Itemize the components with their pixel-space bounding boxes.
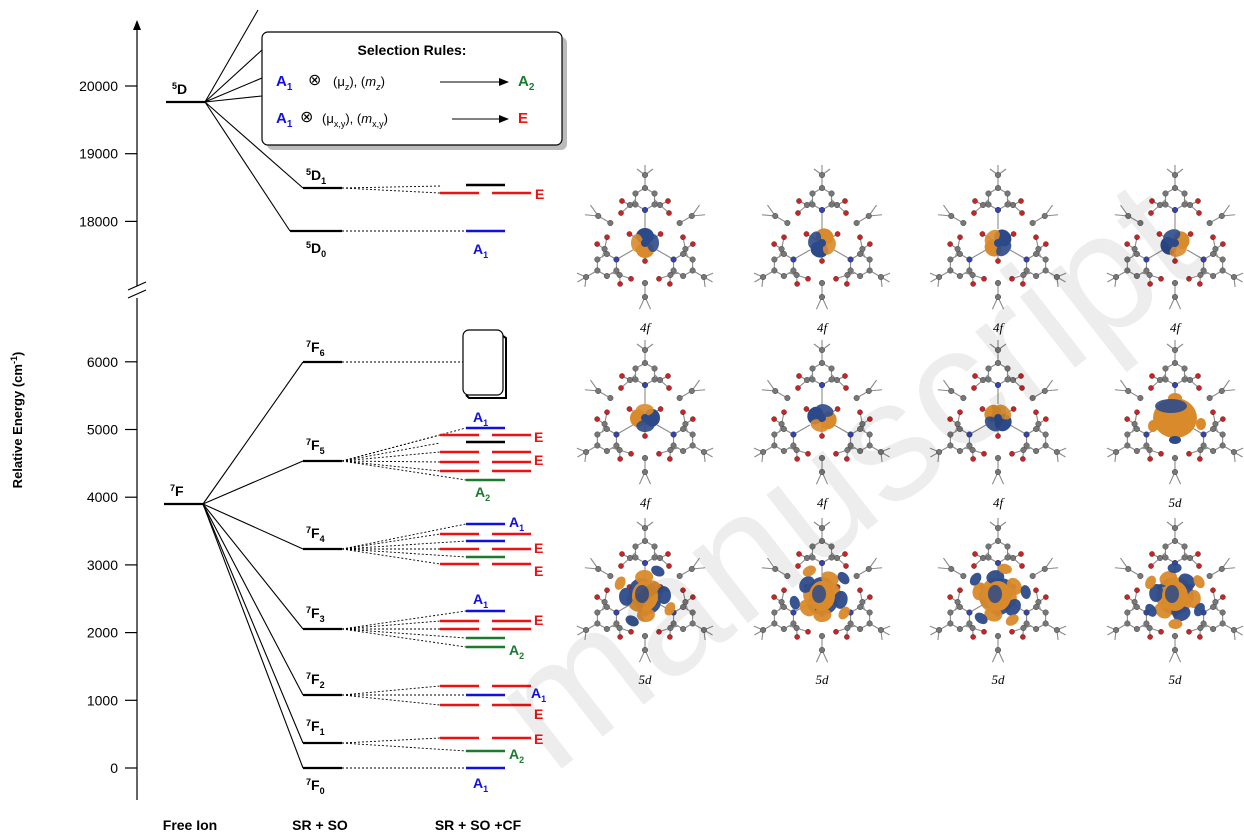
axis-break-mark [127,289,147,299]
sym-label-a1: A1 [509,514,524,533]
orbital-panel: 4f [753,165,891,335]
cf-dotted-connectors [341,185,467,769]
free-ion-connectors [202,9,304,769]
orbital-label: 5d [816,672,830,687]
orbital-label: 5d [1169,672,1183,687]
sym-label-e: E [534,563,543,579]
y-axis: 20000 19000 18000 6000 5000 4000 3000 2000 1000 0 [79,20,147,800]
y-tick-label: 4000 [87,489,118,505]
f6-manifold-box [462,329,504,396]
y-tick-label: 0 [110,760,118,776]
orbital-panel: 4f [929,340,1067,510]
sym-label-a1: A1 [473,591,488,610]
column-label-sr-so-cf: SR + SO +CF [435,817,522,833]
y-tick-label: 6000 [87,354,118,370]
orbital-panel: 5d [576,518,714,687]
level-label-7F3: 7F3 [306,605,325,624]
selection-rules-title: Selection Rules: [358,42,467,58]
rule-operators: (μx,y), (mx,y) [322,111,388,129]
level-label-7F2: 7F2 [306,671,325,690]
y-tick-label: 5000 [87,422,118,438]
orbital-panel: 5d [929,518,1067,687]
y-tick-label: 20000 [79,78,118,94]
orbital-label: 4f [817,320,830,335]
rule-otimes: ⊗ [308,72,321,89]
column-label-sr-so: SR + SO [292,817,348,833]
level-label-5D0: 5D0 [306,240,326,259]
orbital-label: 5d [992,672,1006,687]
sym-label-a2: A2 [509,746,524,765]
orbital-panel: 5d [1106,340,1244,510]
sym-label-e: E [534,612,543,628]
level-label-5D1: 5D1 [306,167,326,186]
sym-label-a2: A2 [475,484,490,503]
axis-break-mark [127,281,147,291]
sym-label-e: E [535,186,544,202]
sym-label-e: E [534,429,543,445]
level-label-5D: 5D [172,81,187,97]
orbital-label: 5d [639,672,653,687]
rule-to-a2: A2 [518,73,535,93]
orbital-label: 4f [640,320,653,335]
selection-rules-box: Selection Rules: A1 ⊗ (μz), (mz) A2 A1 ⊗… [261,31,567,150]
orbital-label: 5d [1169,495,1183,510]
y-tick-label: 2000 [87,625,118,641]
orbital-panel: 4f [753,340,891,510]
sym-label-a1: A1 [473,409,488,428]
rule-operators: (μz), (mz) [333,74,385,92]
cf-levels [440,183,531,770]
sym-label-e: E [534,540,543,556]
orbital-label: 4f [993,320,1006,335]
y-tick-label: 3000 [87,557,118,573]
axis-arrow-icon [133,20,141,30]
orbital-panel: 5d [1106,518,1244,687]
y-tick-label: 1000 [87,692,118,708]
sr-so-levels [290,186,342,770]
level-label-7F1: 7F1 [306,718,325,737]
level-label-7F: 7F [170,483,184,499]
sym-label-e: E [534,452,543,468]
rule-to-e: E [518,110,528,127]
level-label-7F5: 7F5 [306,437,325,456]
rule-otimes: ⊗ [300,109,313,126]
rule-from-a1: A1 [276,110,293,130]
level-label-7F4: 7F4 [306,525,325,544]
orbital-label: 4f [1170,320,1183,335]
orbital-label: 4f [640,495,653,510]
level-label-7F6: 7F6 [306,339,325,358]
sym-label-e: E [534,731,543,747]
y-tick-label: 18000 [79,213,118,229]
orbital-panel: 5d [753,518,891,687]
orbital-panel: 4f [929,165,1067,335]
level-label-7F0: 7F0 [306,777,325,796]
y-axis-label: Relative Energy (cm-1) [9,352,25,489]
rule-from-a1: A1 [276,73,293,93]
y-tick-label: 19000 [79,146,118,162]
free-ion-levels: 5D 7F [164,81,205,506]
sym-label-a1: A1 [473,775,488,794]
orbital-panel: 4f [1106,165,1244,335]
orbital-grid: 4f 4f 4f 4f 4f 4f 4f 5d 5d 5d 5d 5d [576,165,1244,687]
orbital-panel: 4f [576,340,714,510]
orbital-panel: 4f [576,165,714,335]
sym-label-e: E [534,706,543,722]
sym-label-a2: A2 [509,642,524,661]
sym-label-a1: A1 [473,241,488,260]
orbital-label: 4f [993,495,1006,510]
column-label-free-ion: Free Ion [163,817,217,833]
sym-label-a1: A1 [531,685,546,704]
orbital-label: 4f [817,495,830,510]
